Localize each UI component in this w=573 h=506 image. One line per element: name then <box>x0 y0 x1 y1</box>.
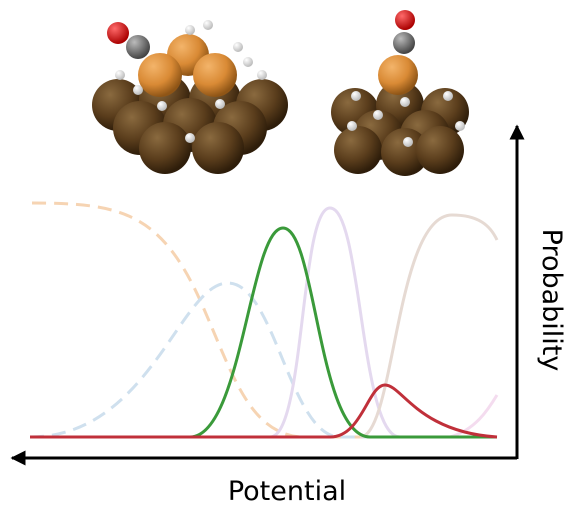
molecule-left <box>92 20 288 174</box>
curve-brown <box>360 215 497 437</box>
curves <box>30 203 497 437</box>
curve-green <box>30 228 497 437</box>
curve-red <box>30 385 497 437</box>
diagram: Potential Probability <box>0 0 573 506</box>
curve-purple <box>30 208 497 437</box>
y-axis-label: Probability <box>536 229 567 372</box>
x-axis-label: Potential <box>228 476 346 506</box>
molecule-right <box>331 10 469 176</box>
